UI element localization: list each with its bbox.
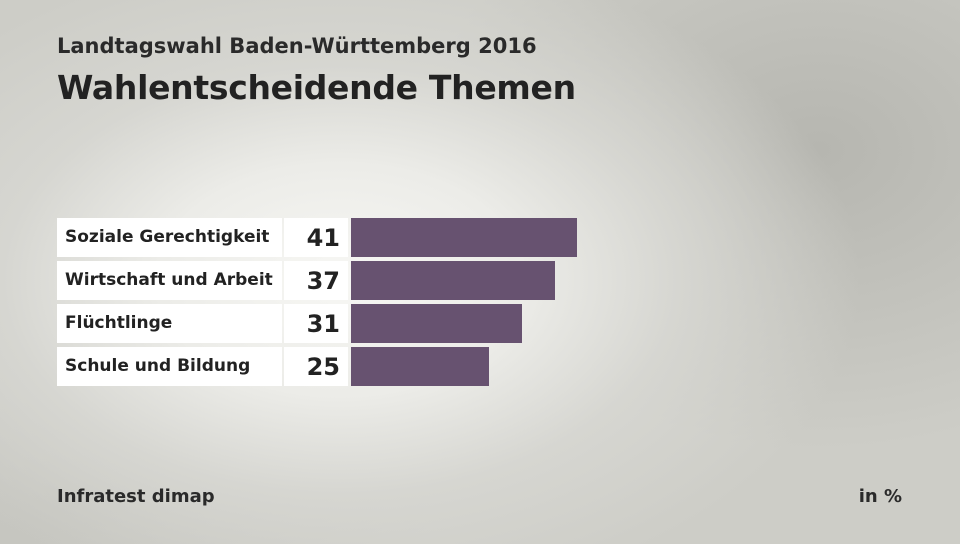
bar-row: Soziale Gerechtigkeit 41	[57, 218, 617, 257]
bar-chart: Soziale Gerechtigkeit 41 Wirtschaft und Ar…	[57, 218, 617, 390]
chart-subtitle: Landtagswahl Baden-Württemberg 2016	[57, 34, 537, 58]
category-label: Flüchtlinge	[57, 304, 282, 343]
category-label: Wirtschaft und Arbeit	[57, 261, 282, 300]
source-label: Infratest dimap	[57, 486, 215, 507]
bar-row: Schule und Bildung 25	[57, 347, 617, 386]
value-label: 25	[284, 347, 348, 386]
value-label: 31	[284, 304, 348, 343]
value-label: 41	[284, 218, 348, 257]
bar	[351, 304, 522, 343]
category-label: Schule und Bildung	[57, 347, 282, 386]
chart-title: Wahlentscheidende Themen	[57, 68, 576, 107]
bar-row: Wirtschaft und Arbeit 37	[57, 261, 617, 300]
value-label: 37	[284, 261, 348, 300]
bar	[351, 347, 489, 386]
bar-row: Flüchtlinge 31	[57, 304, 617, 343]
category-label: Soziale Gerechtigkeit	[57, 218, 282, 257]
bar	[351, 261, 555, 300]
unit-label: in %	[858, 486, 902, 507]
bar	[351, 218, 577, 257]
